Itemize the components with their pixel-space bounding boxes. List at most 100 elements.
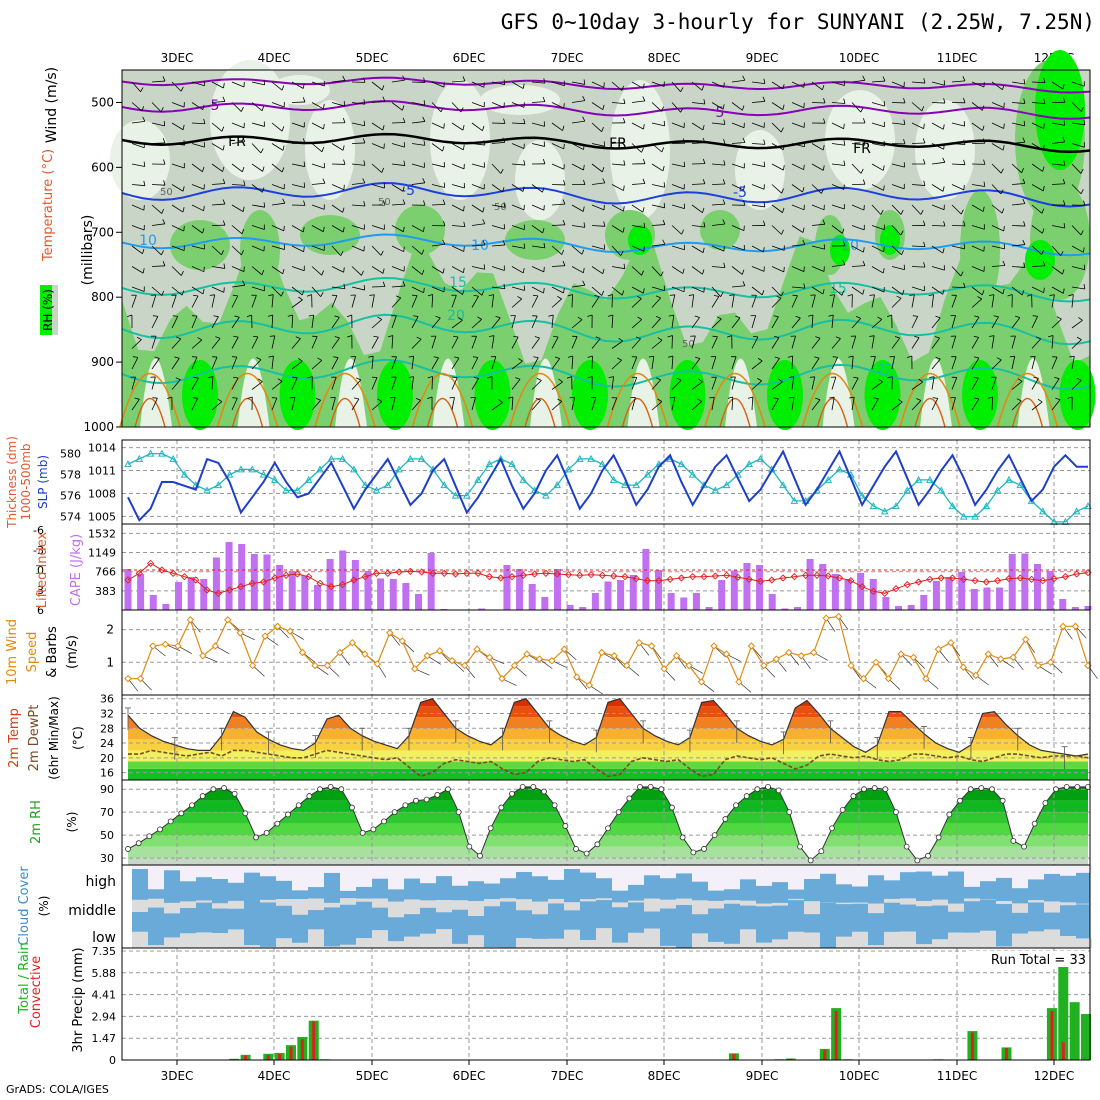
wind-barb [1071,102,1082,112]
wind-barb [771,381,783,390]
wind-barb-flag [413,315,419,317]
wind-barb [431,357,439,370]
wind-barb-flag [973,356,980,359]
wind-barb-flag [1000,168,1004,174]
rh-marker [295,802,302,809]
wind-barb-flag [1002,288,1005,294]
wind-barb [271,122,283,132]
surface-wind-barb [314,665,329,675]
wind-barb-flag [334,315,340,318]
wind-barb [131,339,142,349]
rh-pale-column [237,358,270,427]
temp-tick-label: 16 [100,767,114,780]
wind-barb [991,81,1003,91]
cloud-low-block [580,939,596,948]
rh-marker [242,810,249,817]
wind-barb-flag [582,206,585,212]
wind-barb-flag [660,271,664,277]
lifted-index-marker [395,568,403,576]
wind-barb [751,184,765,190]
thickness-marker [756,454,765,462]
wind-speed-marker [510,661,519,670]
cloud-middle-block [148,898,164,908]
wind-barb [711,81,724,88]
wind-barb-flag [160,107,164,112]
wind-barb-flag [862,179,866,185]
isotherm-label: 15 [829,281,847,297]
wind-barb [1051,399,1061,411]
wind-barb-flag [1022,178,1026,184]
cape-bar [983,587,991,610]
wind-barb [691,286,705,293]
cloud-low-block [164,937,180,948]
wind-barb-flag [268,355,274,358]
wind-speed-marker [548,656,556,665]
wind-barb-flag [669,396,675,399]
wind-barb-flag [676,377,682,381]
wind-barb-flag [172,315,178,317]
wind-barb-flag [382,125,385,131]
wind-barb [911,316,919,329]
wind-barb-flag [223,263,226,269]
thickness-marker [1072,507,1081,515]
wind-barb-flag [642,96,646,102]
wind-barb [191,204,204,212]
wind-barb-flag [1017,378,1023,382]
rh-dark-region [572,360,608,430]
wind-barb [1031,81,1046,84]
lifted-index-marker [530,570,539,578]
wind-barb-flag [815,397,821,401]
temp-tick-label: 24 [100,737,114,750]
wind-barb-flag [142,268,145,274]
wind-barb [571,143,584,150]
wind-barb-flag [346,314,352,318]
cloud-middle-block [660,899,676,909]
thickness-marker [643,470,652,478]
wind-barb-flag [742,137,746,143]
wind-barb [611,359,622,370]
thickness-marker [677,460,686,468]
cloud-high-gap [212,865,228,879]
wind-speed-marker [336,648,344,657]
wind-barb-flag [523,243,526,249]
wind-barb [851,397,855,411]
wind-barb-flag [569,396,575,399]
wind-speed-marker [1034,661,1042,670]
wind-barb [331,266,344,273]
surface-wind-barb [838,616,849,630]
cape-bar [313,585,321,610]
wind-barb [751,286,763,296]
thickness-axis-label-upper: 1000-500mb [19,443,33,520]
wind-speed-marker [435,647,444,655]
temp-axis-label-4: (°C) [71,726,85,750]
wind-barb [491,356,497,370]
lifted-index-marker [779,574,787,582]
wind-barb-flag [943,98,946,104]
wind-barb [951,315,956,329]
wind-barb-flag [382,96,386,102]
wind-barb-flag [1037,398,1043,403]
wind-speed-marker [884,674,893,683]
wind-barb [411,338,422,349]
wind-barb [491,244,505,247]
rh-marker [1021,843,1027,850]
wind-barb [751,266,765,272]
wind-barb [571,163,584,171]
wind-barb-flag [723,160,726,166]
wind-barb [611,376,614,390]
wind-barb-flag [1055,397,1061,401]
wind-speed-marker [348,638,357,647]
isotherm-label: 15 [449,275,467,291]
wind-barb-flag [703,99,706,105]
wind-barb [151,265,166,267]
wind-barb [151,80,165,83]
cloud-middle-block [868,903,884,914]
cloud-low-block [324,946,340,948]
thickness-marker [485,460,494,468]
wind-barb [1011,203,1025,206]
wind-barb [131,357,139,370]
rh-marker [647,783,654,790]
wind-barb [991,204,1003,214]
cloud-low-block [276,938,292,948]
wind-barb-flag [869,294,875,296]
